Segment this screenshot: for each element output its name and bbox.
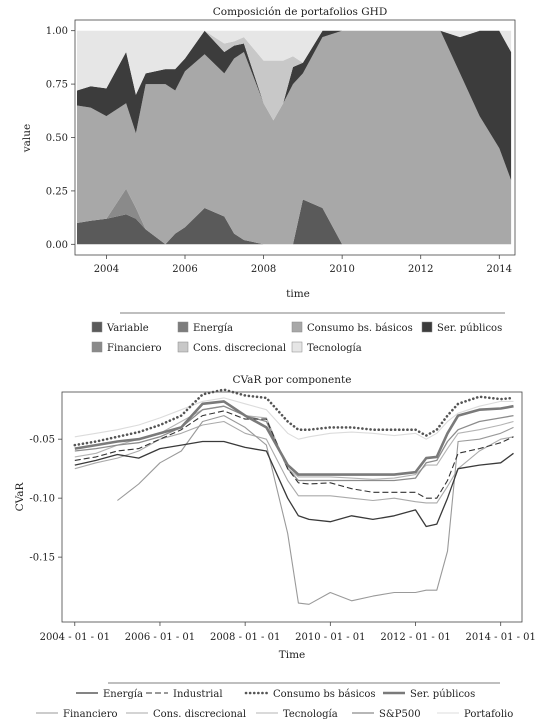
area-x-tick-label: 2014 — [487, 264, 512, 275]
line-legend-label-cons-discrecional: Cons. discrecional — [153, 709, 246, 720]
line-legend-label-portafolio: Portafolio — [464, 709, 513, 720]
area-x-tick-label: 2010 — [329, 264, 354, 275]
line-x-tick-label: 2010 - 01 - 01 — [295, 632, 365, 643]
line-chart-title: CVaR por componente — [233, 374, 352, 386]
line-series-cons-discrecional — [74, 420, 514, 504]
line-series-energia — [74, 440, 514, 528]
area-legend-swatch-ser-publicos — [421, 321, 433, 333]
area-x-ticks: 2004 2006 2008 2010 2012 2014 — [94, 255, 512, 275]
area-legend-swatch-tecnologia — [291, 341, 303, 353]
line-chart: CVaR por componente -0.05 -0.10 -0.15 2004… — [14, 374, 536, 720]
line-series-group — [73, 388, 515, 605]
line-y-tick-label: -0.05 — [29, 435, 55, 446]
line-x-ticks: 2004 - 01 - 01 2006 - 01 - 01 2008 - 01 - … — [40, 622, 536, 643]
area-legend-label-tecnologia: Tecnología — [307, 343, 362, 354]
area-series-variable — [77, 199, 512, 245]
area-series-ser-publicos — [77, 30, 512, 181]
line-series-industrial — [74, 410, 514, 499]
area-y-tick-label: 0.25 — [46, 186, 68, 197]
line-legend: Energía Industrial Consumo bs básicos Ser. … — [36, 689, 513, 720]
line-legend-label-ser-publicos: Ser. públicos — [410, 689, 475, 700]
area-y-tick-label: 0.00 — [46, 240, 68, 251]
line-series-ser-publicos — [74, 400, 514, 476]
line-legend-label-consumo-bs-basicos: Consumo bs básicos — [273, 689, 376, 700]
line-legend-label-s-p500: S&P500 — [379, 709, 421, 720]
area-legend-label-financiero: Financiero — [107, 343, 162, 354]
line-legend-label-energia: Energía — [103, 689, 143, 700]
area-chart: Composición de portafolios GHD 0.000.250… — [21, 6, 516, 354]
area-legend-swatch-financiero — [91, 341, 103, 353]
line-x-tick-label: 2012 - 01 - 01 — [380, 632, 450, 643]
area-legend-label-variable: Variable — [106, 323, 149, 334]
area-y-tick-label: 0.50 — [46, 133, 68, 144]
area-legend-swatch-variable — [91, 321, 103, 333]
line-legend-label-financiero: Financiero — [63, 709, 118, 720]
area-x-tick-label: 2012 — [408, 264, 433, 275]
line-x-tick-label: 2004 - 01 - 01 — [40, 632, 110, 643]
area-x-tick-label: 2008 — [251, 264, 276, 275]
line-y-tick-label: -0.15 — [29, 553, 55, 564]
area-x-tick-label: 2006 — [172, 264, 197, 275]
area-legend-label-ser-publicos: Ser. públicos — [437, 323, 502, 334]
line-series-financiero — [117, 415, 514, 605]
area-legend-swatch-energia — [177, 321, 189, 333]
area-legend-swatch-consumo-bs-basicos — [291, 321, 303, 333]
line-x-tick-label: 2006 - 01 - 01 — [125, 632, 195, 643]
area-legend-label-consumo-bs-basicos: Consumo bs. básicos — [307, 323, 413, 334]
line-series-s-p500 — [74, 405, 514, 482]
line-y-tick-label: -0.10 — [29, 494, 55, 505]
line-y-ticks: -0.05 -0.10 -0.15 — [29, 435, 62, 564]
area-x-axis-label: time — [286, 288, 310, 300]
line-x-axis-label: Time — [279, 649, 306, 661]
line-y-axis-label: CVaR — [14, 482, 26, 512]
area-y-tick-label: 1.00 — [46, 26, 68, 37]
area-legend-label-energia: Energía — [193, 323, 233, 334]
area-y-ticks: 0.00 0.25 0.50 0.75 1.00 — [46, 26, 75, 251]
line-legend-label-industrial: Industrial — [173, 689, 223, 700]
area-y-tick-label: 0.75 — [46, 80, 68, 91]
line-x-tick-label: 2014 - 01 - 01 — [466, 632, 536, 643]
area-x-tick-label: 2004 — [94, 264, 119, 275]
line-plot-frame — [61, 391, 523, 623]
area-y-axis-label: value — [21, 124, 33, 154]
area-series-tecnologia — [77, 30, 512, 95]
line-x-tick-label: 2008 - 01 - 01 — [210, 632, 280, 643]
area-legend: Variable Energía Consumo bs. básicos Ser. p… — [91, 321, 502, 354]
line-series-portafolio — [74, 397, 514, 440]
area-legend-label-cons-discrecional: Cons. discrecional — [193, 343, 286, 354]
line-legend-label-tecnologia: Tecnología — [283, 709, 338, 720]
area-legend-swatch-cons-discrecional — [177, 341, 189, 353]
area-series-consumo-bs-basicos — [77, 30, 512, 245]
area-chart-title: Composición de portafolios GHD — [213, 6, 388, 18]
area-series-group — [77, 30, 512, 245]
line-series-consumo-bs-basicos — [73, 388, 515, 447]
